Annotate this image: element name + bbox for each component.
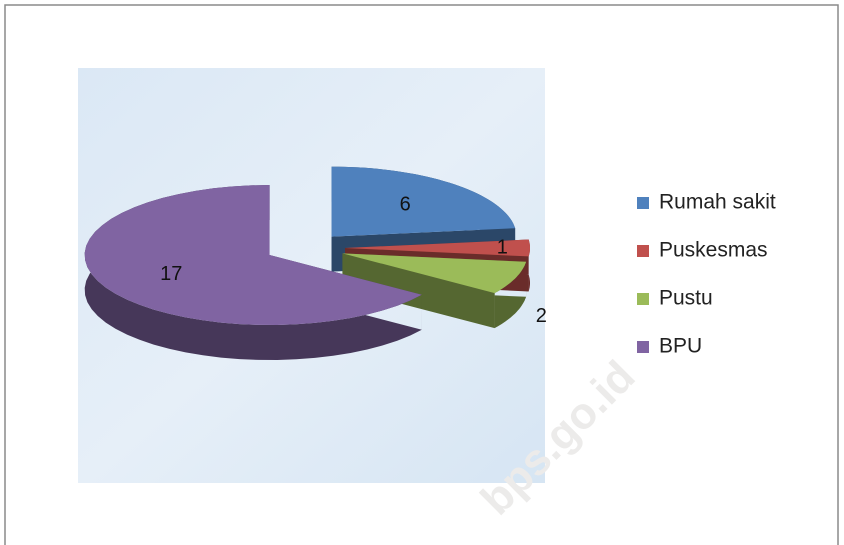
- slice: [345, 239, 530, 257]
- slice: [84, 185, 422, 325]
- legend-label: BPU: [659, 335, 702, 358]
- slice: [331, 166, 516, 237]
- slice: [342, 253, 527, 294]
- legend-swatch: [637, 341, 649, 353]
- legend-label: Puskesmas: [659, 239, 768, 262]
- slice-label: 2: [536, 305, 547, 327]
- slice-label: 6: [400, 194, 411, 216]
- legend-swatch: [637, 245, 649, 257]
- slice-label: 1: [497, 236, 508, 258]
- legend-label: Rumah sakit: [659, 191, 776, 214]
- legend-swatch: [637, 197, 649, 209]
- slice-label: 17: [160, 263, 182, 285]
- pie: 6 1 2 17: [84, 166, 547, 360]
- legend: Rumah sakit Puskesmas Pustu BPU: [637, 191, 776, 358]
- legend-swatch: [637, 293, 649, 305]
- legend-label: Pustu: [659, 287, 713, 310]
